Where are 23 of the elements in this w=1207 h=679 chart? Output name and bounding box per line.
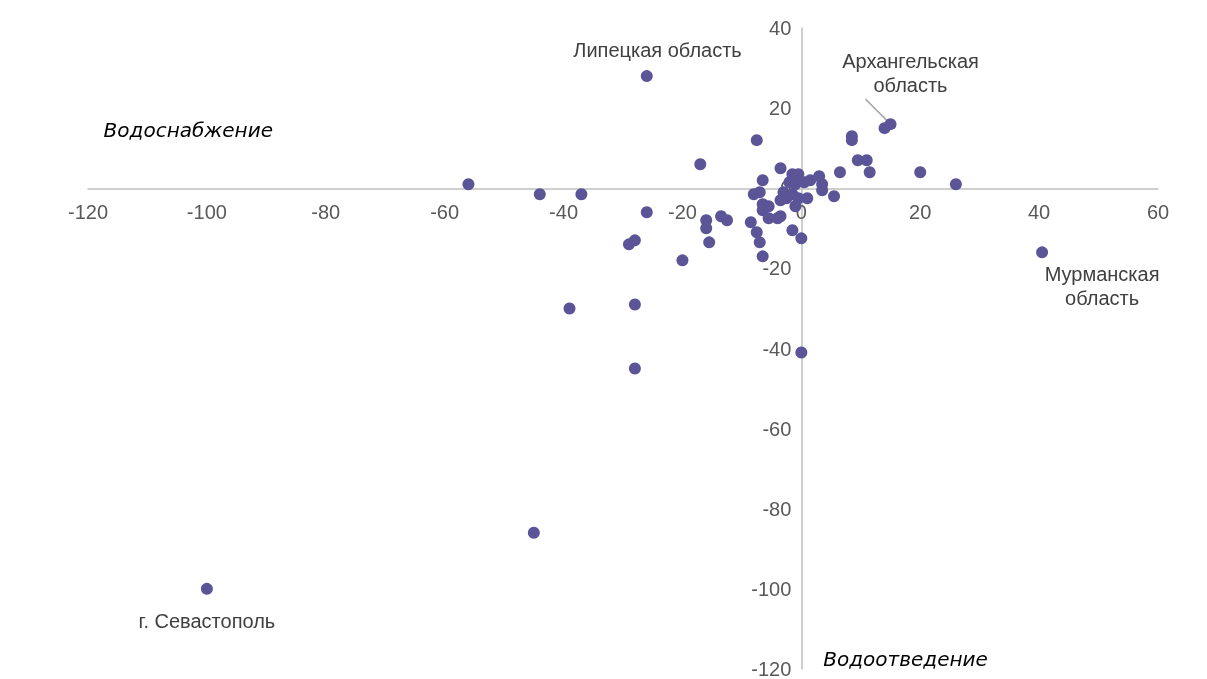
annotation: Липецкая область bbox=[573, 39, 742, 62]
x-tick-label: 40 bbox=[1027, 201, 1051, 224]
x-axis-title: Водоснабжение bbox=[103, 118, 273, 143]
y-tick-label: -80 bbox=[762, 497, 792, 520]
x-tick-label: -20 bbox=[667, 201, 697, 224]
annotation: Архангельская область bbox=[842, 50, 979, 97]
y-tick-label: -120 bbox=[751, 658, 792, 679]
x-tick-label: -40 bbox=[549, 201, 579, 224]
annotation: Мурманская область bbox=[1044, 263, 1160, 310]
x-tick-label: -80 bbox=[311, 201, 341, 224]
annotation: г. Севастополь bbox=[138, 609, 276, 632]
x-tick-label: -60 bbox=[430, 201, 460, 224]
y-axis-title: Водоотведение bbox=[823, 647, 988, 671]
x-tick-label: -100 bbox=[186, 201, 227, 224]
y-tick-label: -100 bbox=[751, 577, 792, 600]
y-tick-label: -20 bbox=[762, 257, 792, 280]
x-tick-label: 20 bbox=[909, 201, 932, 224]
y-tick-label: 20 bbox=[769, 97, 792, 120]
y-tick-label: -60 bbox=[762, 417, 792, 440]
y-tick-label: -40 bbox=[762, 337, 792, 360]
x-tick-label: -120 bbox=[67, 201, 109, 224]
x-tick-label: 60 bbox=[1146, 201, 1170, 224]
y-tick-label: 40 bbox=[769, 17, 792, 39]
